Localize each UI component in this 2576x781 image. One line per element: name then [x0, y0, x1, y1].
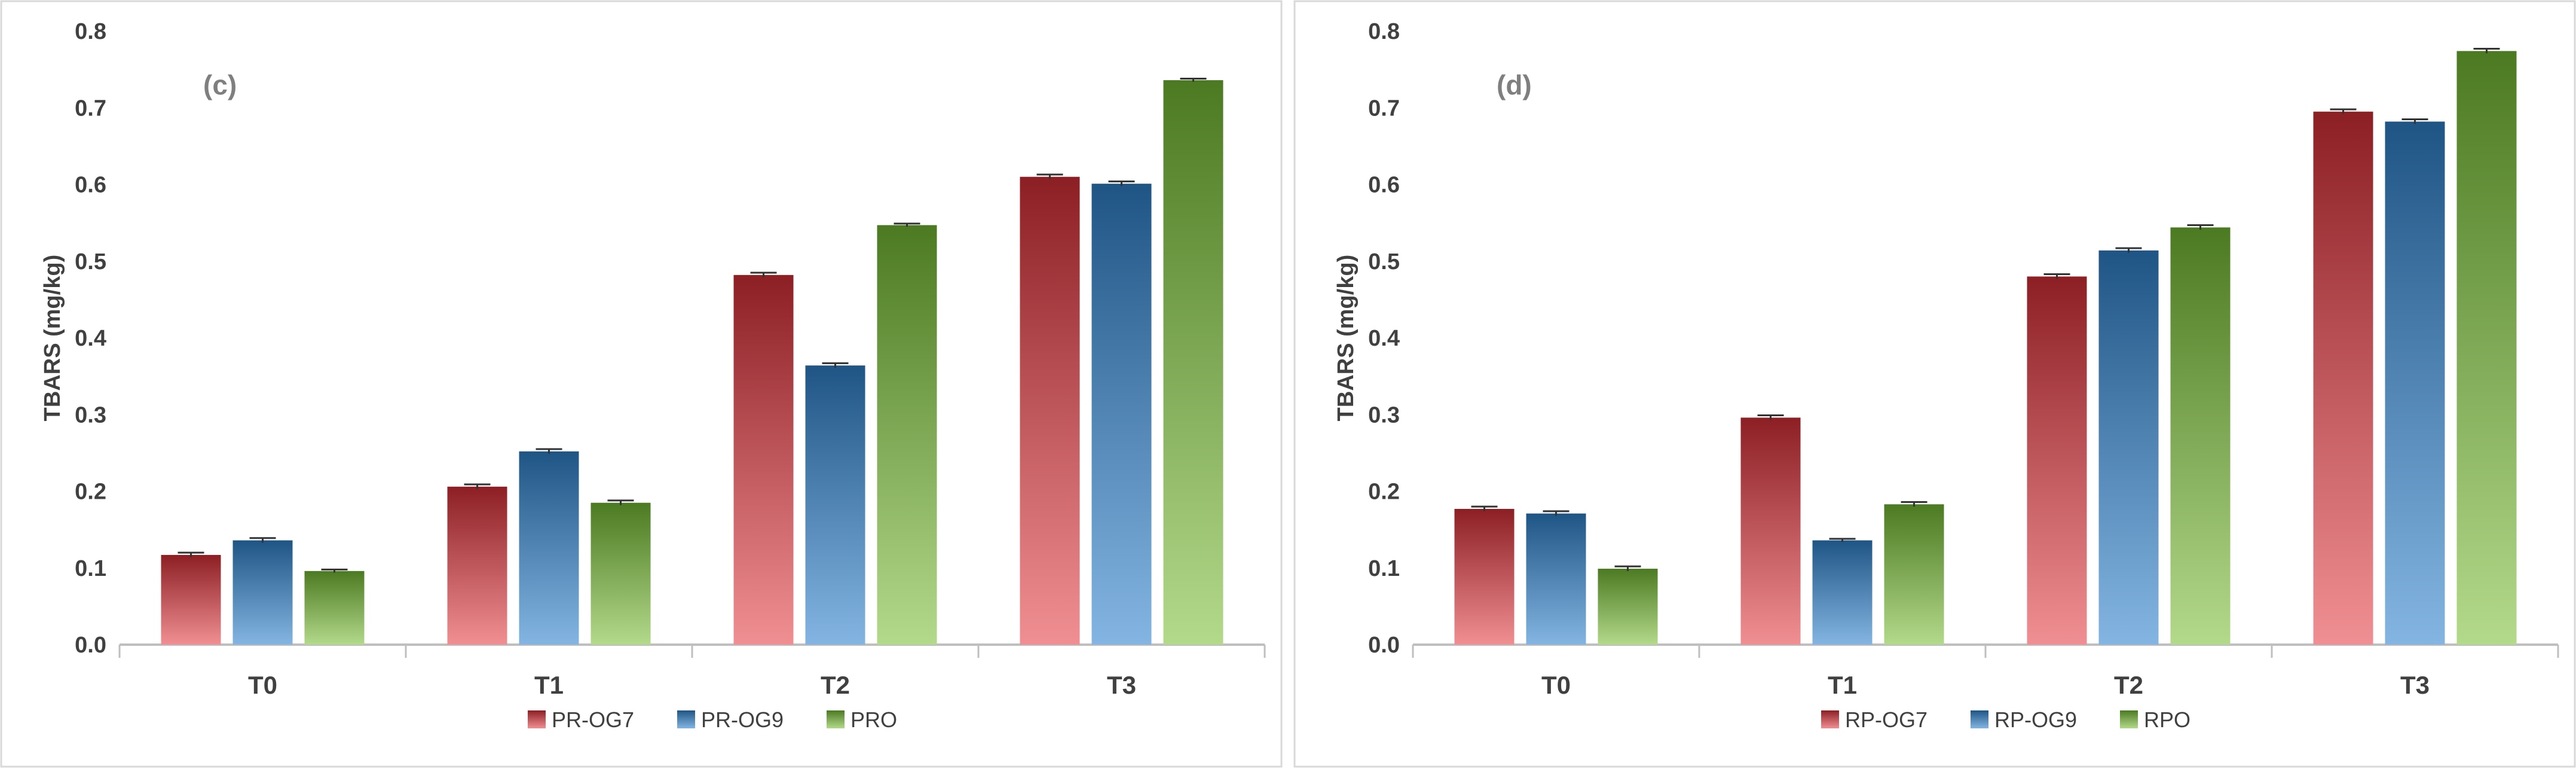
bar-rp-og7-t1	[1740, 417, 1801, 645]
legend-item-pr-og9: PR-OG9	[677, 707, 784, 732]
y-tick-label: 0.4	[75, 326, 106, 351]
bar-pr-og7-t3	[1020, 176, 1080, 645]
y-tick-label: 0.0	[1368, 633, 1400, 658]
bar-rp-og9-t0	[1526, 513, 1586, 645]
y-axis-label: TBARS (mg/kg)	[40, 255, 65, 422]
category-label-t2: T2	[2114, 671, 2143, 699]
chart-border	[1293, 0, 2576, 768]
legend-label: PR-OG7	[552, 707, 634, 732]
legend-swatch	[1821, 710, 1839, 728]
legend-item-pr-og7: PR-OG7	[528, 707, 634, 732]
y-tick-label: 0.1	[1368, 556, 1400, 581]
legend-label: RP-OG9	[1994, 707, 2077, 732]
category-label-t3: T3	[2400, 671, 2430, 699]
y-tick-label: 0.6	[1368, 173, 1400, 198]
chart-border	[0, 0, 1283, 768]
legend-item-rp-og7: RP-OG7	[1821, 707, 1928, 732]
legend-swatch	[677, 710, 695, 728]
bar-rp-og7-t2	[2027, 276, 2087, 645]
category-label-t1: T1	[534, 671, 564, 699]
bar-pro-t2	[877, 225, 937, 645]
bar-pr-og7-t1	[447, 486, 507, 645]
bar-pr-og9-t2	[805, 365, 865, 645]
legend-item-pro: PRO	[827, 707, 897, 732]
legend-item-rpo: RPO	[2120, 707, 2190, 732]
y-tick-label: 0.2	[1368, 480, 1400, 505]
category-label-t1: T1	[1828, 671, 1857, 699]
bar-pro-t1	[591, 502, 651, 645]
y-tick-label: 0.3	[1368, 402, 1400, 428]
y-tick-label: 0.1	[75, 556, 106, 581]
chart-panel-d: (d) TBARS (mg/kg) 0.0 0.1 0.2 0.3 0.4 0.5 0.6 0.7…	[1293, 0, 2576, 781]
legend-swatch	[2120, 710, 2138, 728]
bar-rp-og7-t0	[1454, 508, 1515, 645]
y-tick-label: 0.8	[1368, 19, 1400, 44]
y-tick-label: 0.0	[75, 633, 106, 658]
bar-pr-og9-t1	[519, 451, 579, 645]
legend-label: RP-OG7	[1845, 707, 1928, 732]
chart-panel-c: (c) TBARS (mg/kg) 0.0 0.1 0.2 0.3 0.4 0.5 0.6 0.7…	[0, 0, 1283, 781]
bar-rpo-t1	[1884, 504, 1944, 645]
category-label-t0: T0	[1541, 671, 1571, 699]
y-tick-label: 0.8	[75, 19, 106, 44]
legend-swatch	[827, 710, 845, 728]
legend-item-rp-og9: RP-OG9	[1971, 707, 2077, 732]
bar-chart-c: (c) TBARS (mg/kg) 0.0 0.1 0.2 0.3 0.4 0.5 0.6 0.7…	[0, 0, 1283, 768]
category-label-t3: T3	[1107, 671, 1136, 699]
y-tick-label: 0.7	[75, 96, 106, 121]
y-tick-label: 0.5	[75, 249, 106, 274]
legend-swatch	[1971, 710, 1988, 728]
bar-rpo-t3	[2456, 51, 2517, 645]
y-tick-label: 0.2	[75, 480, 106, 505]
legend-swatch	[528, 710, 546, 728]
y-tick-label: 0.6	[75, 173, 106, 198]
bar-pr-og7-t0	[161, 554, 221, 645]
bar-pr-og7-t2	[733, 274, 794, 645]
category-label-t0: T0	[248, 671, 277, 699]
bar-pro-t3	[1163, 80, 1223, 645]
bar-rpo-t0	[1598, 569, 1658, 645]
y-tick-label: 0.7	[1368, 96, 1400, 121]
bar-rpo-t2	[2170, 227, 2231, 645]
y-axis-label: TBARS (mg/kg)	[1333, 255, 1359, 422]
bar-pro-t0	[304, 571, 365, 645]
legend-label: PR-OG9	[701, 707, 784, 732]
y-tick-label: 0.4	[1368, 326, 1400, 351]
panel-label: (d)	[1497, 69, 1532, 100]
bar-pr-og9-t3	[1091, 184, 1152, 645]
bar-rp-og9-t2	[2098, 250, 2159, 645]
bar-rp-og9-t3	[2385, 121, 2445, 645]
legend-label: PRO	[850, 707, 897, 732]
panel-label: (c)	[203, 69, 237, 100]
y-tick-label: 0.5	[1368, 249, 1400, 274]
bar-rp-og7-t3	[2313, 111, 2373, 645]
bar-pr-og9-t0	[232, 540, 293, 645]
y-tick-label: 0.3	[75, 402, 106, 428]
bar-chart-d: (d) TBARS (mg/kg) 0.0 0.1 0.2 0.3 0.4 0.5 0.6 0.7…	[1293, 0, 2576, 768]
legend-label: RPO	[2144, 707, 2190, 732]
bar-rp-og9-t1	[1812, 540, 1873, 645]
category-label-t2: T2	[821, 671, 850, 699]
